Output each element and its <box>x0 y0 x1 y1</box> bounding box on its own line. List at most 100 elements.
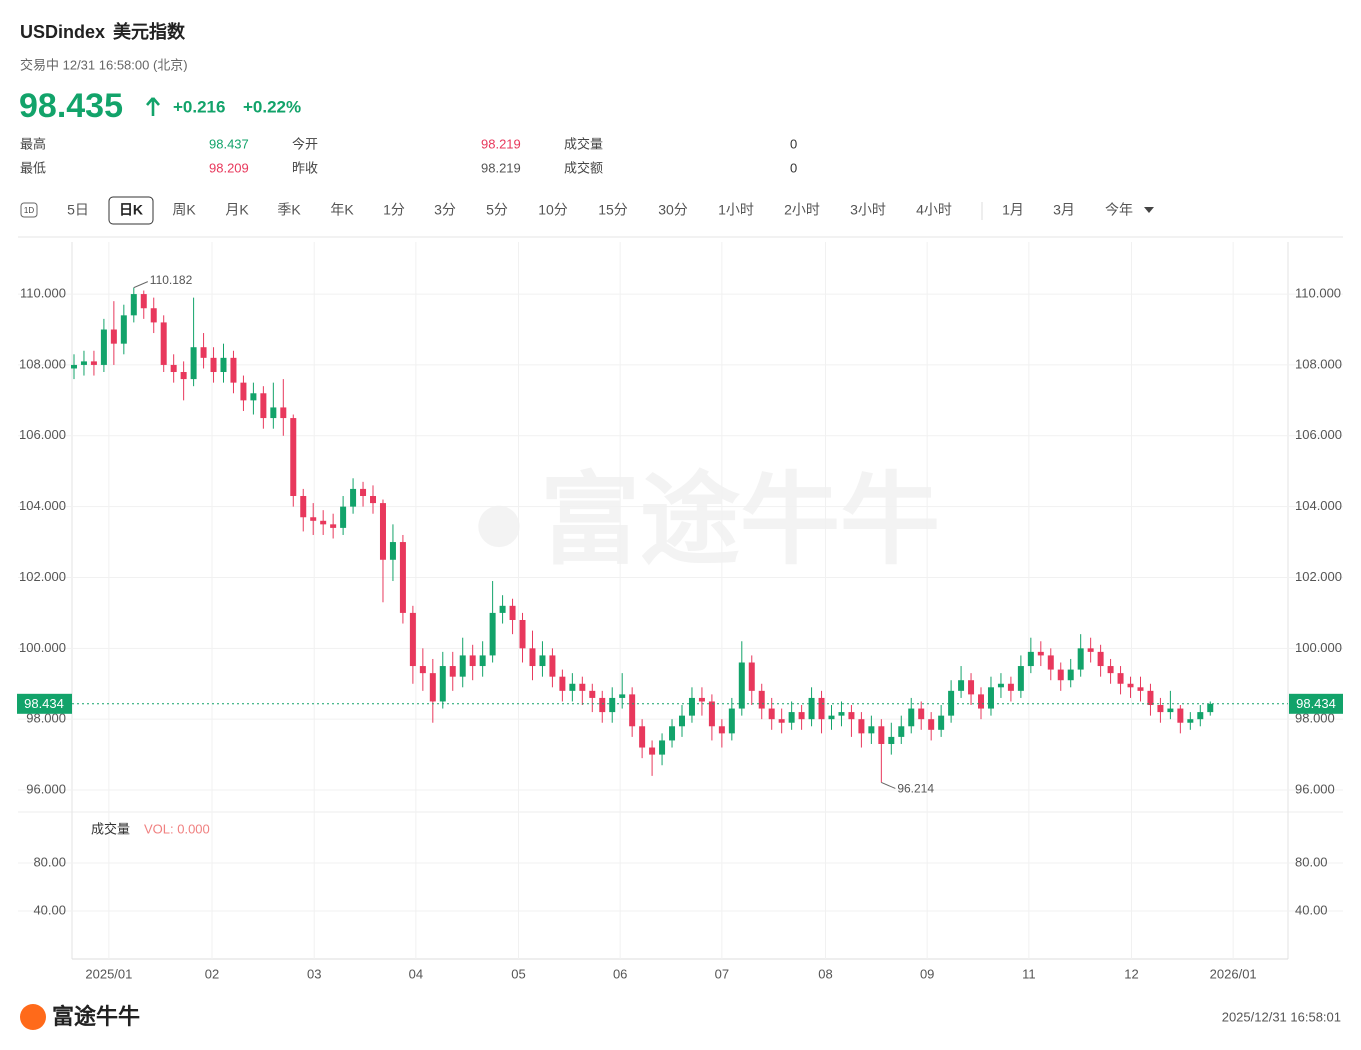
candle-body <box>459 655 466 677</box>
candle-body <box>1067 669 1074 681</box>
tab[interactable]: 4小时 <box>916 202 952 218</box>
y-tick-label: 110.000 <box>20 286 66 301</box>
stat-label: 今开 <box>292 136 318 151</box>
candle-body <box>280 407 287 419</box>
tab[interactable]: 1分 <box>383 202 405 218</box>
candle-body <box>718 726 725 734</box>
candle-body <box>908 708 915 727</box>
candle-body <box>310 517 317 521</box>
candle-body <box>150 308 157 323</box>
candle-body <box>290 418 297 497</box>
vol-tick-label: 80.00 <box>1295 854 1328 869</box>
stat-label: 成交量 <box>564 136 603 151</box>
candle-body <box>649 747 656 755</box>
stat-value: 98.219 <box>481 136 521 151</box>
max-pointer <box>133 281 148 289</box>
candle-body <box>559 676 566 691</box>
tab[interactable]: 年K <box>330 202 354 218</box>
candle-body <box>180 372 187 380</box>
candle-body <box>1037 651 1044 656</box>
vol-tick-label: 80.00 <box>33 854 66 869</box>
y2-tick-label: 106.000 <box>1295 427 1342 442</box>
tab[interactable]: 今年 <box>1105 202 1133 218</box>
y-tick-label: 96.000 <box>26 781 66 796</box>
candle-body <box>200 347 207 358</box>
candle-body <box>140 294 147 309</box>
candle-body <box>250 393 257 401</box>
candle-body <box>888 736 895 744</box>
logo-icon <box>20 1004 46 1030</box>
tab-selected <box>108 196 154 225</box>
candle-body <box>210 357 217 373</box>
candle-body <box>678 715 685 727</box>
candle-body <box>978 694 985 709</box>
candle-body <box>1167 708 1174 713</box>
candle-body <box>579 683 586 691</box>
candle-body <box>1187 719 1194 723</box>
tab[interactable]: 30分 <box>658 202 688 218</box>
candle-body <box>619 694 626 698</box>
y-tick-label: 98.000 <box>26 711 66 726</box>
candle-body <box>449 666 456 677</box>
candle-body <box>370 496 377 504</box>
y2-tick-label: 96.000 <box>1295 781 1335 796</box>
y2-tick-label: 104.000 <box>1295 498 1342 513</box>
tab[interactable]: 1小时 <box>718 202 754 218</box>
candle-body <box>100 329 107 365</box>
tab[interactable]: 季K <box>277 202 301 218</box>
candle-body <box>1117 673 1124 684</box>
candle-body <box>1027 651 1034 667</box>
y2-tick-label: 102.000 <box>1295 569 1342 584</box>
min-label: 96.214 <box>897 782 934 796</box>
vol-tick-label: 40.00 <box>33 902 66 917</box>
x-tick-label: 12 <box>1124 966 1138 981</box>
index-name: 美元指数 <box>113 21 186 42</box>
up-arrow <box>146 97 160 116</box>
watermark: 富途牛牛 <box>540 464 940 576</box>
tab[interactable]: 1月 <box>1002 202 1024 218</box>
candle-body <box>728 708 735 734</box>
tab[interactable]: 3月 <box>1053 202 1075 218</box>
tab[interactable]: 5日 <box>67 202 89 218</box>
last-price-label: 98.434 <box>24 696 64 711</box>
candle-body <box>260 393 267 419</box>
candle-body <box>698 697 705 702</box>
candle-body <box>90 361 97 365</box>
candle-body <box>1127 683 1134 688</box>
candle-body <box>788 712 795 723</box>
candle-body <box>1207 703 1214 713</box>
candle-body <box>868 726 875 734</box>
candle-body <box>1137 687 1144 691</box>
candle-body <box>858 719 865 734</box>
tab[interactable]: 3分 <box>434 202 456 218</box>
tab[interactable]: 月K <box>225 202 249 218</box>
candle-body <box>170 364 177 373</box>
candle-body <box>1007 683 1014 691</box>
candle-body <box>190 347 197 380</box>
candle-body <box>409 612 416 667</box>
candle-body <box>878 726 885 744</box>
candle-body <box>629 694 636 727</box>
tab[interactable]: 周K <box>172 202 196 218</box>
candle-body <box>1197 712 1204 720</box>
candle-body <box>818 697 825 720</box>
candle-body <box>828 715 835 720</box>
tab[interactable]: 15分 <box>598 202 628 218</box>
dropdown-arrow <box>1144 207 1154 213</box>
min-pointer <box>881 781 896 789</box>
timestamp: 2025/12/31 16:58:01 <box>1222 1009 1341 1024</box>
candle-body <box>838 712 845 716</box>
max-label: 110.182 <box>150 273 193 287</box>
tab[interactable]: 3小时 <box>850 202 886 218</box>
candle-body <box>748 662 755 691</box>
x-tick-label: 08 <box>818 966 832 981</box>
tab[interactable]: 日K <box>119 202 143 218</box>
tab[interactable]: 1D <box>24 206 34 215</box>
candle-body <box>918 708 925 720</box>
candle-body <box>569 683 576 691</box>
tab[interactable]: 5分 <box>486 202 508 218</box>
tab[interactable]: 2小时 <box>784 202 820 218</box>
tab[interactable]: 10分 <box>538 202 568 218</box>
change-pct: +0.22% <box>243 97 301 116</box>
y-tick-label: 108.000 <box>19 356 66 371</box>
